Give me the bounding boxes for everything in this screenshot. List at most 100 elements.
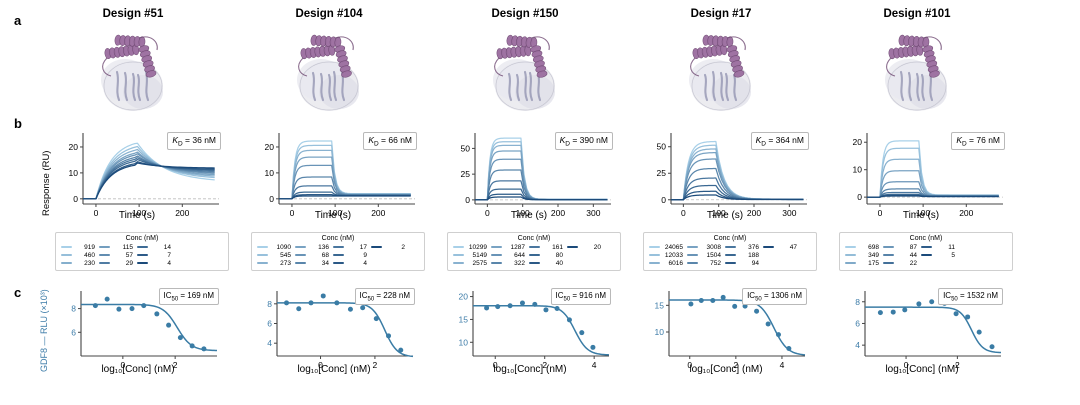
sensorgram-trace (279, 195, 411, 200)
svg-text:8: 8 (855, 297, 860, 307)
legend-conc-value: 57 (125, 251, 133, 259)
svg-text:20: 20 (265, 142, 275, 152)
data-point (507, 303, 513, 309)
structure-panel (819, 24, 1015, 116)
data-point (742, 303, 748, 309)
kd-annotation: KD = 390 nM (554, 132, 613, 150)
spr-x-axis-label: Time (s) (314, 210, 352, 221)
legend-color-swatch (529, 261, 540, 265)
dose-response-fit (669, 299, 806, 356)
ic50-y-axis-label: GDF8 — RLU (×10³) (39, 289, 49, 372)
legend-item: 87 (883, 243, 917, 251)
legend-conc-value: 14 (163, 243, 171, 251)
legend-item: 1504 (687, 251, 721, 259)
panel-letter-a: a (14, 13, 22, 28)
svg-text:8: 8 (267, 299, 272, 309)
legend-conc-value: 29 (125, 259, 133, 267)
legend-item: 40 (529, 259, 563, 267)
concentration-legend: Conc (nM) 698 349 175 87 44 (839, 232, 1013, 271)
legend-conc-value: 22 (909, 259, 917, 267)
svg-text:20: 20 (459, 292, 469, 302)
legend-color-swatch (921, 245, 932, 249)
svg-text:200: 200 (175, 208, 189, 218)
ic50-x-axis-label: log₁₀[Conc] (nM) (689, 364, 763, 375)
data-point (579, 330, 585, 336)
legend-conc-value: 3008 (706, 243, 721, 251)
spr-plot: 0 25 50 0 100 200 300 (461, 133, 611, 218)
dose-response-fit (865, 306, 1002, 354)
svg-text:100: 100 (132, 208, 146, 218)
design-title: Design #101 (883, 8, 951, 20)
sensorgram-trace (279, 144, 411, 200)
svg-text:8: 8 (71, 304, 76, 314)
legend-color-swatch (257, 261, 268, 265)
svg-text:0: 0 (465, 195, 470, 205)
data-point (284, 300, 290, 306)
design-column-1: Design #104 0 10 20 0 100 200 KD = 66 nM Time… (231, 0, 427, 405)
legend-color-swatch (529, 253, 540, 257)
legend-color-swatch (491, 261, 502, 265)
legend-color-swatch (529, 245, 540, 249)
legend-item: 7 (137, 251, 171, 259)
design-title: Design #17 (690, 8, 752, 20)
legend-color-swatch (883, 253, 894, 257)
legend-item: 460 (61, 251, 95, 259)
svg-text:10: 10 (853, 165, 863, 175)
legend-item: 698 (845, 243, 879, 251)
data-point (386, 333, 392, 339)
svg-text:100: 100 (712, 208, 726, 218)
legend-conc-value: 6016 (668, 259, 683, 267)
data-point (916, 301, 922, 307)
legend-color-swatch (649, 245, 660, 249)
legend-item: 161 (529, 243, 563, 251)
svg-text:0: 0 (318, 360, 323, 370)
ic50-panel: 4 6 8 0 2 IC50 = 1532 nM log₁₀[Conc] (nM) (837, 286, 1007, 376)
legend-item: 1287 (491, 243, 525, 251)
spr-x-axis-label: Time (s) (118, 210, 156, 221)
svg-text:2: 2 (542, 360, 547, 370)
legend-item: 6016 (649, 259, 683, 267)
data-point (688, 301, 694, 307)
structure-panel (623, 24, 819, 116)
svg-text:0: 0 (94, 208, 99, 218)
concentration-legend: Conc (nM) 24065 12033 6016 3008 (643, 232, 817, 271)
legend-conc-value: 161 (552, 243, 563, 251)
legend-item: 919 (61, 243, 95, 251)
legend-item: 24065 (649, 243, 683, 251)
svg-text:100: 100 (328, 208, 342, 218)
legend-conc-value: 5 (951, 251, 955, 259)
protein-structure-render (297, 34, 359, 111)
legend-conc-value: 1504 (706, 251, 721, 259)
svg-text:0: 0 (904, 360, 909, 370)
legend-conc-value: 68 (321, 251, 329, 259)
spr-panel: 0 10 20 0 100 200 KD = 66 nM Time (s) (249, 128, 419, 224)
legend-conc-value: 87 (909, 243, 917, 251)
ic50-annotation: IC50 = 228 nM (354, 288, 415, 305)
svg-text:6: 6 (71, 327, 76, 337)
legend-item: 29 (99, 259, 133, 267)
svg-text:100: 100 (516, 208, 530, 218)
legend-conc-value: 20 (593, 243, 601, 251)
legend-item: 2575 (453, 259, 487, 267)
legend-item: 376 (725, 243, 759, 251)
legend-title: Conc (nM) (125, 235, 159, 242)
ic50-panel: 10 15 0 2 4 IC50 = 1306 nM log₁₀[Conc] (nM) (641, 286, 811, 376)
legend-color-swatch (333, 261, 344, 265)
legend-color-swatch (687, 245, 698, 249)
svg-text:50: 50 (461, 143, 471, 153)
legend-color-swatch (453, 245, 464, 249)
data-point (92, 303, 98, 309)
legend-item: 349 (845, 251, 879, 259)
sensorgram-trace (83, 153, 215, 200)
legend-conc-value: 136 (318, 243, 329, 251)
data-point (710, 298, 716, 304)
ic50-plot: 10 15 20 0 2 4 (459, 291, 610, 370)
data-point (347, 306, 353, 312)
legend-color-swatch (845, 253, 856, 257)
svg-text:2: 2 (173, 360, 178, 370)
legend-color-swatch (371, 245, 382, 249)
legend-conc-value: 273 (280, 259, 291, 267)
legend-color-swatch (99, 261, 110, 265)
protein-structure-render (101, 34, 163, 111)
legend-color-swatch (137, 261, 148, 265)
